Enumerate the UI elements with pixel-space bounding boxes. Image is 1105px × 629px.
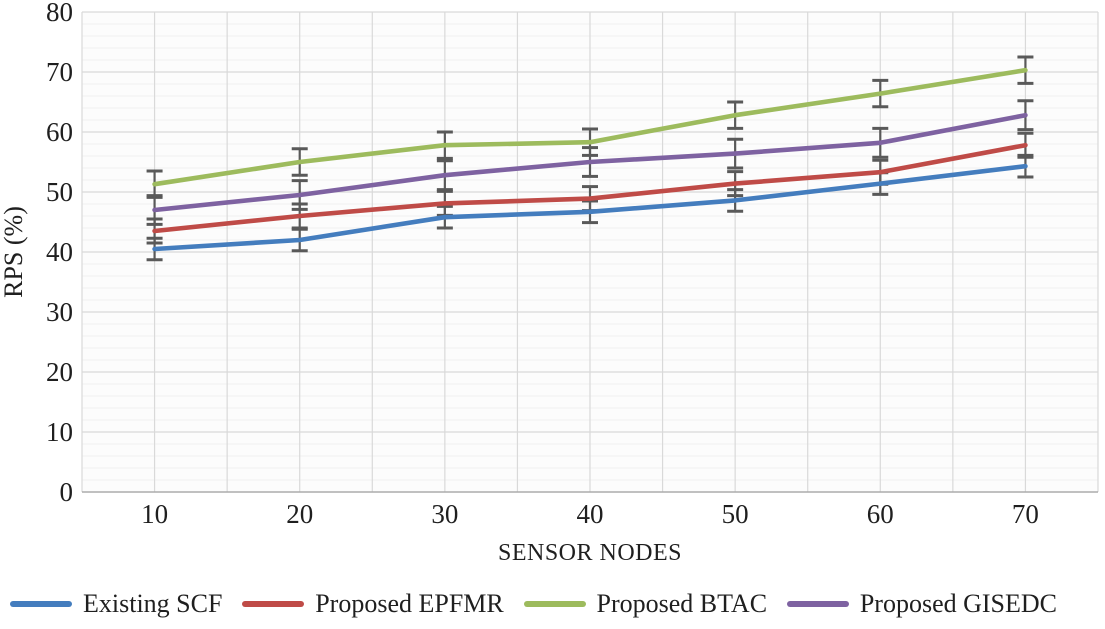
- y-axis-title: RPS (%): [0, 206, 28, 298]
- chart-graphics: 0 10 20 30 40 50 60 70 80 10 20 30 40 50 60 70: [46, 0, 1099, 529]
- y-tick-label: 30: [46, 297, 73, 327]
- legend-item-proposed-gisedc: Proposed GISEDC: [786, 588, 1057, 618]
- legend-line-swatch: [10, 600, 72, 607]
- x-axis-title: SENSOR NODES: [498, 540, 682, 566]
- y-tick-label: 20: [46, 357, 73, 387]
- legend-label: Existing SCF: [83, 588, 223, 618]
- y-tick-label: 70: [46, 57, 73, 87]
- x-tick-labels: 10 20 30 40 50 60 70: [141, 499, 1039, 529]
- x-tick-label: 60: [867, 499, 894, 529]
- x-tick-label: 70: [1012, 499, 1039, 529]
- y-tick-label: 40: [46, 237, 73, 267]
- legend-item-existing-scf: Existing SCF: [10, 588, 223, 618]
- legend-line-swatch: [523, 600, 586, 607]
- series-line-existing-scf: [152, 163, 1028, 252]
- legend-item-proposed-btac: Proposed BTAC: [523, 588, 768, 618]
- legend-label: Proposed EPFMR: [315, 588, 504, 618]
- series-line-proposed-epfmr: [152, 142, 1028, 234]
- y-tick-label: 60: [46, 117, 73, 147]
- legend-line-swatch: [786, 600, 849, 607]
- y-tick-label: 50: [46, 177, 73, 207]
- x-tick-label: 30: [431, 499, 458, 529]
- legend-label: Proposed GISEDC: [859, 588, 1057, 618]
- y-tick-label: 10: [46, 417, 73, 447]
- x-tick-label: 20: [286, 499, 313, 529]
- x-tick-label: 50: [722, 499, 749, 529]
- x-tick-label: 10: [141, 499, 168, 529]
- legend-line-swatch: [242, 600, 305, 607]
- chart-legend: Existing SCF Proposed EPFMR Proposed BTAC P…: [0, 578, 1105, 629]
- series-line-proposed-btac: [152, 67, 1028, 187]
- legend-label: Proposed BTAC: [596, 588, 768, 618]
- legend-item-proposed-epfmr: Proposed EPFMR: [242, 588, 504, 618]
- y-tick-labels: 0 10 20 30 40 50 60 70 80: [46, 0, 73, 507]
- y-tick-label: 80: [46, 0, 73, 27]
- x-tick-label: 40: [577, 499, 604, 529]
- series-line-proposed-gisedc: [152, 112, 1028, 213]
- y-tick-label: 0: [60, 477, 74, 507]
